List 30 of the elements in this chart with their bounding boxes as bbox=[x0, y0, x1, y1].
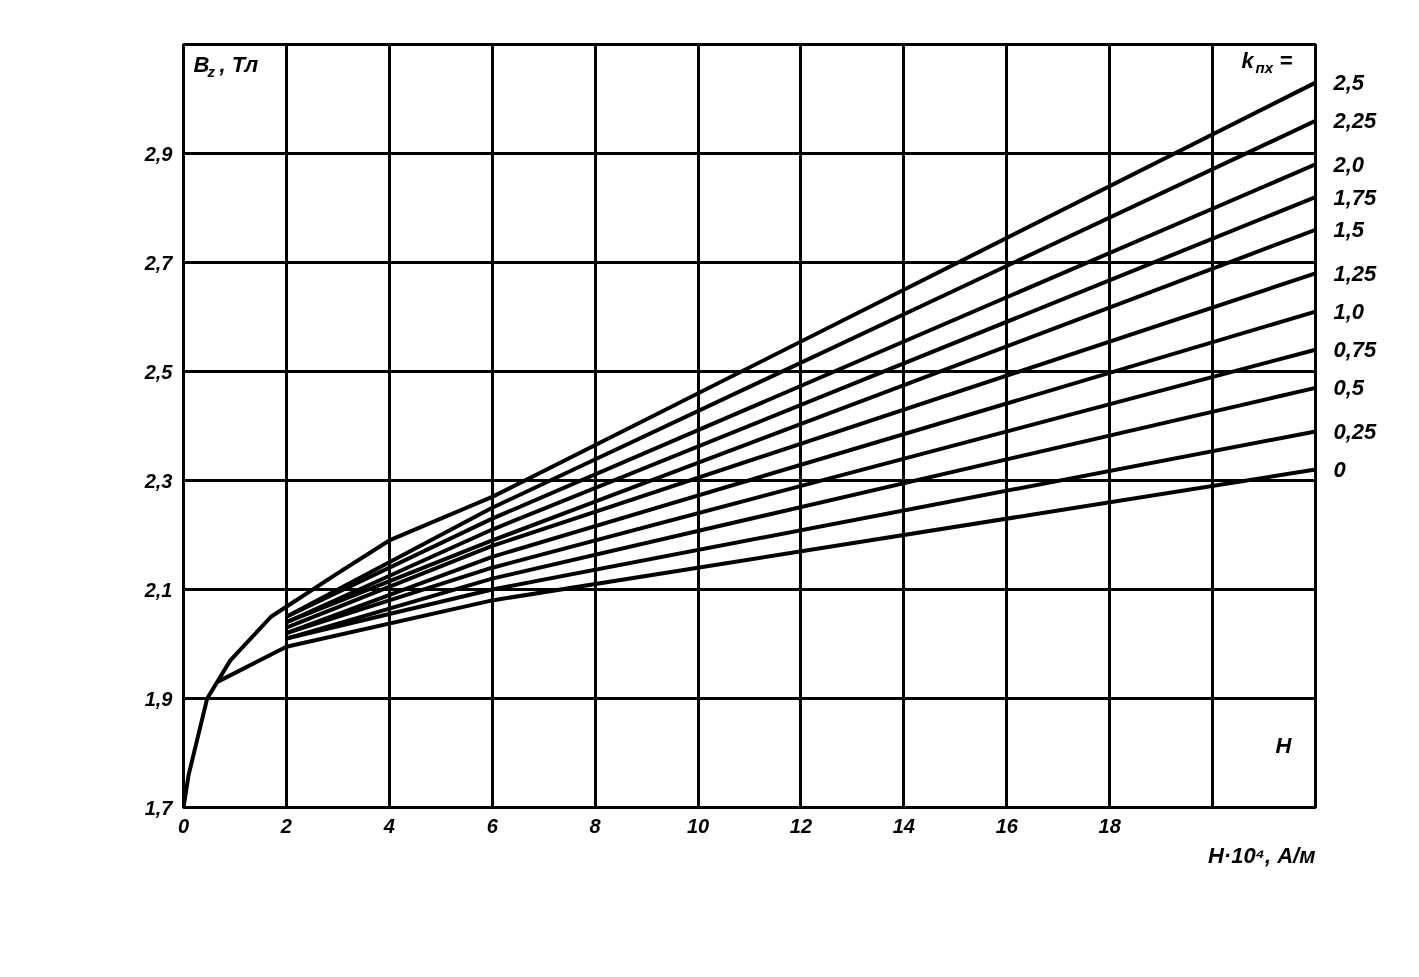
series-label: 1,25 bbox=[1333, 260, 1378, 286]
y-tick-label: 2,1 bbox=[143, 578, 173, 601]
y-tick-label: 1,9 bbox=[144, 687, 174, 710]
x-tick-label: 12 bbox=[789, 814, 813, 837]
x-tick-label: 2 bbox=[279, 814, 292, 837]
series-label: 0,25 bbox=[1333, 418, 1378, 444]
x-tick-label: 16 bbox=[995, 814, 1019, 837]
y-tick-label: 2,7 bbox=[143, 251, 174, 274]
x-tick-label: 14 bbox=[892, 814, 915, 837]
series-label: 0,75 bbox=[1333, 337, 1378, 363]
series-label: 0 bbox=[1333, 457, 1347, 483]
x-tick-label: 6 bbox=[486, 814, 499, 837]
y-tick-label: 2,9 bbox=[143, 142, 174, 165]
series-label: 2,0 bbox=[1332, 151, 1365, 177]
series-label: 1,5 bbox=[1333, 217, 1365, 243]
series-label: 2,5 bbox=[1332, 70, 1365, 96]
x-axis-title: H·10⁴, А/м bbox=[1207, 842, 1316, 868]
series-label: 1,0 bbox=[1333, 299, 1365, 325]
annotation: H bbox=[1275, 733, 1293, 758]
x-tick-label: 10 bbox=[686, 814, 710, 837]
x-tick-label: 4 bbox=[382, 814, 395, 837]
series-label: 1,75 bbox=[1333, 184, 1378, 210]
x-tick-label: 8 bbox=[589, 814, 602, 837]
y-tick-label: 1,7 bbox=[144, 796, 174, 819]
y-tick-label: 2,3 bbox=[143, 469, 173, 492]
x-tick-label: 18 bbox=[1098, 814, 1122, 837]
series-label: 2,25 bbox=[1332, 108, 1378, 134]
y-tick-label: 2,5 bbox=[143, 360, 174, 383]
x-tick-label: 0 bbox=[177, 814, 190, 837]
series-label: 0,5 bbox=[1333, 375, 1365, 401]
